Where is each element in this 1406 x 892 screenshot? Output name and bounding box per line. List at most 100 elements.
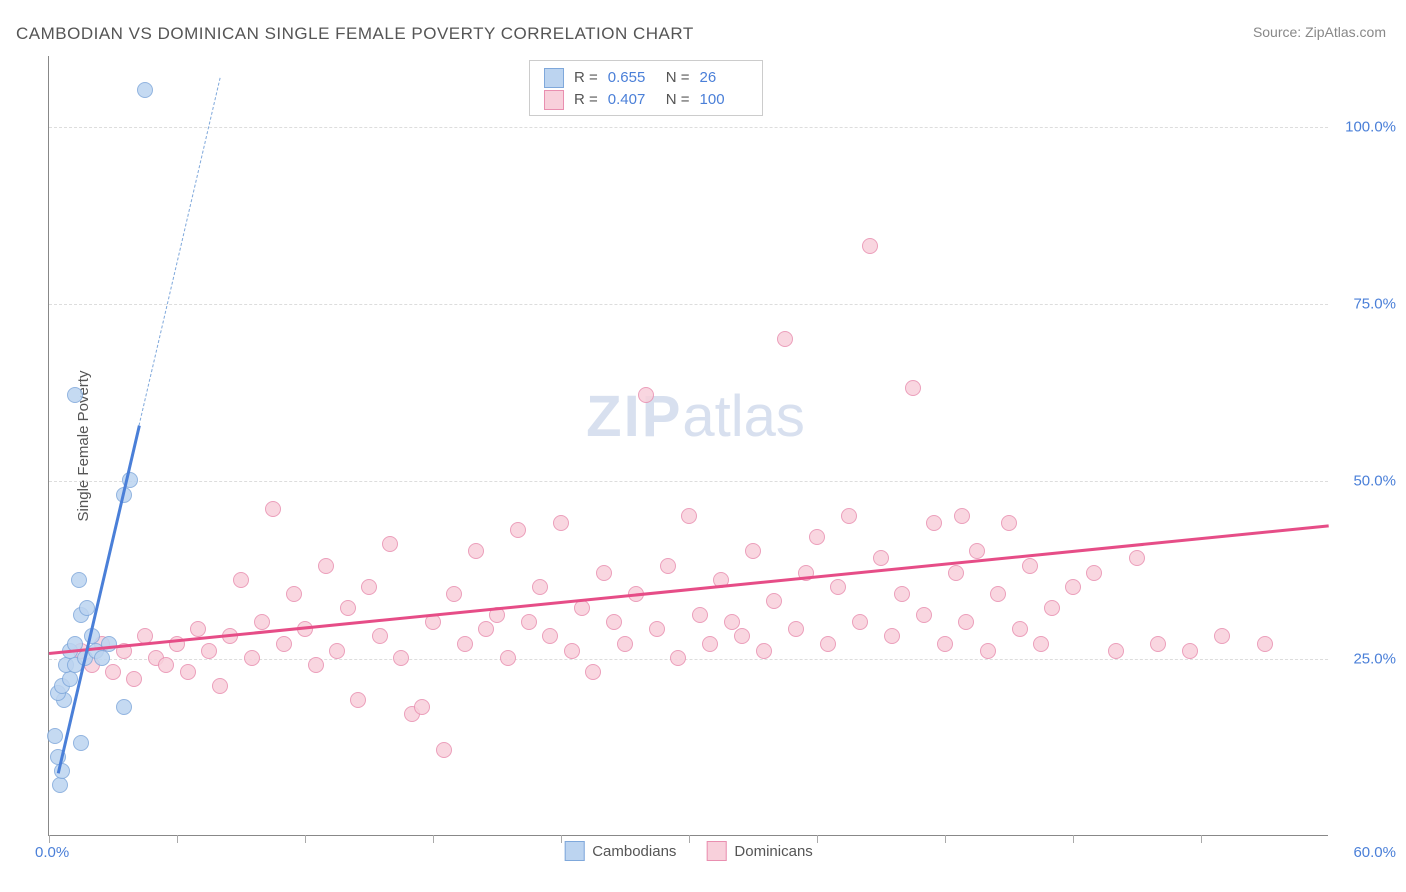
data-point xyxy=(841,508,857,524)
data-point xyxy=(510,522,526,538)
data-point xyxy=(916,607,932,623)
data-point xyxy=(382,536,398,552)
x-tick xyxy=(1201,835,1202,843)
data-point xyxy=(862,238,878,254)
data-point xyxy=(71,572,87,588)
legend-item-dominicans: Dominicans xyxy=(706,841,812,861)
legend-item-cambodians: Cambodians xyxy=(564,841,676,861)
gridline xyxy=(49,127,1328,128)
data-point xyxy=(105,664,121,680)
data-point xyxy=(788,621,804,637)
data-point xyxy=(446,586,462,602)
watermark: ZIPatlas xyxy=(586,383,805,450)
data-point xyxy=(649,621,665,637)
data-point xyxy=(276,636,292,652)
y-tick-label: 25.0% xyxy=(1353,650,1396,667)
data-point xyxy=(47,728,63,744)
chart-title: CAMBODIAN VS DOMINICAN SINGLE FEMALE POV… xyxy=(16,24,694,44)
data-point xyxy=(585,664,601,680)
n-value-cambodians: 26 xyxy=(700,67,748,89)
data-point xyxy=(233,572,249,588)
data-point xyxy=(990,586,1006,602)
data-point xyxy=(724,614,740,630)
swatch-dominicans-icon xyxy=(706,841,726,861)
data-point xyxy=(820,636,836,652)
data-point xyxy=(542,628,558,644)
y-tick-label: 50.0% xyxy=(1353,473,1396,490)
swatch-cambodians-icon xyxy=(544,68,564,88)
data-point xyxy=(1033,636,1049,652)
data-point xyxy=(52,777,68,793)
data-point xyxy=(532,579,548,595)
data-point xyxy=(660,558,676,574)
data-point xyxy=(969,543,985,559)
gridline xyxy=(49,659,1328,660)
trend-line xyxy=(56,426,140,774)
data-point xyxy=(948,565,964,581)
r-value-dominicans: 0.407 xyxy=(608,89,656,111)
data-point xyxy=(1150,636,1166,652)
data-point xyxy=(1129,550,1145,566)
data-point xyxy=(1012,621,1028,637)
data-point xyxy=(158,657,174,673)
gridline xyxy=(49,481,1328,482)
x-tick xyxy=(305,835,306,843)
trend-line xyxy=(49,524,1329,654)
data-point xyxy=(126,671,142,687)
series-legend: Cambodians Dominicans xyxy=(564,841,813,861)
data-point xyxy=(926,515,942,531)
data-point xyxy=(361,579,377,595)
data-point xyxy=(190,621,206,637)
swatch-cambodians-icon xyxy=(564,841,584,861)
data-point xyxy=(1214,628,1230,644)
data-point xyxy=(521,614,537,630)
data-point xyxy=(1108,643,1124,659)
y-tick-label: 75.0% xyxy=(1353,296,1396,313)
data-point xyxy=(702,636,718,652)
data-point xyxy=(500,650,516,666)
data-point xyxy=(67,387,83,403)
data-point xyxy=(414,699,430,715)
data-point xyxy=(745,543,761,559)
watermark-zip: ZIP xyxy=(586,384,682,449)
data-point xyxy=(244,650,260,666)
data-point xyxy=(478,621,494,637)
plot-area: ZIPatlas R = 0.655 N = 26 R = 0.407 N = … xyxy=(48,56,1328,836)
data-point xyxy=(980,643,996,659)
data-point xyxy=(265,501,281,517)
chart-container: CAMBODIAN VS DOMINICAN SINGLE FEMALE POV… xyxy=(0,0,1406,892)
data-point xyxy=(318,558,334,574)
data-point xyxy=(201,643,217,659)
data-point xyxy=(766,593,782,609)
data-point xyxy=(73,735,89,751)
data-point xyxy=(393,650,409,666)
x-tick xyxy=(49,835,50,843)
data-point xyxy=(852,614,868,630)
swatch-dominicans-icon xyxy=(544,90,564,110)
data-point xyxy=(670,650,686,666)
data-point xyxy=(1001,515,1017,531)
x-axis-max-label: 60.0% xyxy=(1353,844,1396,861)
data-point xyxy=(873,550,889,566)
r-value-cambodians: 0.655 xyxy=(608,67,656,89)
x-axis-min-label: 0.0% xyxy=(35,844,69,861)
legend-row-dominicans: R = 0.407 N = 100 xyxy=(544,89,748,111)
data-point xyxy=(884,628,900,644)
data-point xyxy=(894,586,910,602)
x-tick xyxy=(817,835,818,843)
data-point xyxy=(62,671,78,687)
data-point xyxy=(329,643,345,659)
n-label: N = xyxy=(666,89,690,111)
data-point xyxy=(137,82,153,98)
data-point xyxy=(596,565,612,581)
data-point xyxy=(212,678,228,694)
n-label: N = xyxy=(666,67,690,89)
data-point xyxy=(777,331,793,347)
data-point xyxy=(340,600,356,616)
x-tick xyxy=(433,835,434,843)
data-point xyxy=(617,636,633,652)
data-point xyxy=(1257,636,1273,652)
data-point xyxy=(734,628,750,644)
watermark-atlas: atlas xyxy=(682,384,805,449)
x-tick xyxy=(561,835,562,843)
